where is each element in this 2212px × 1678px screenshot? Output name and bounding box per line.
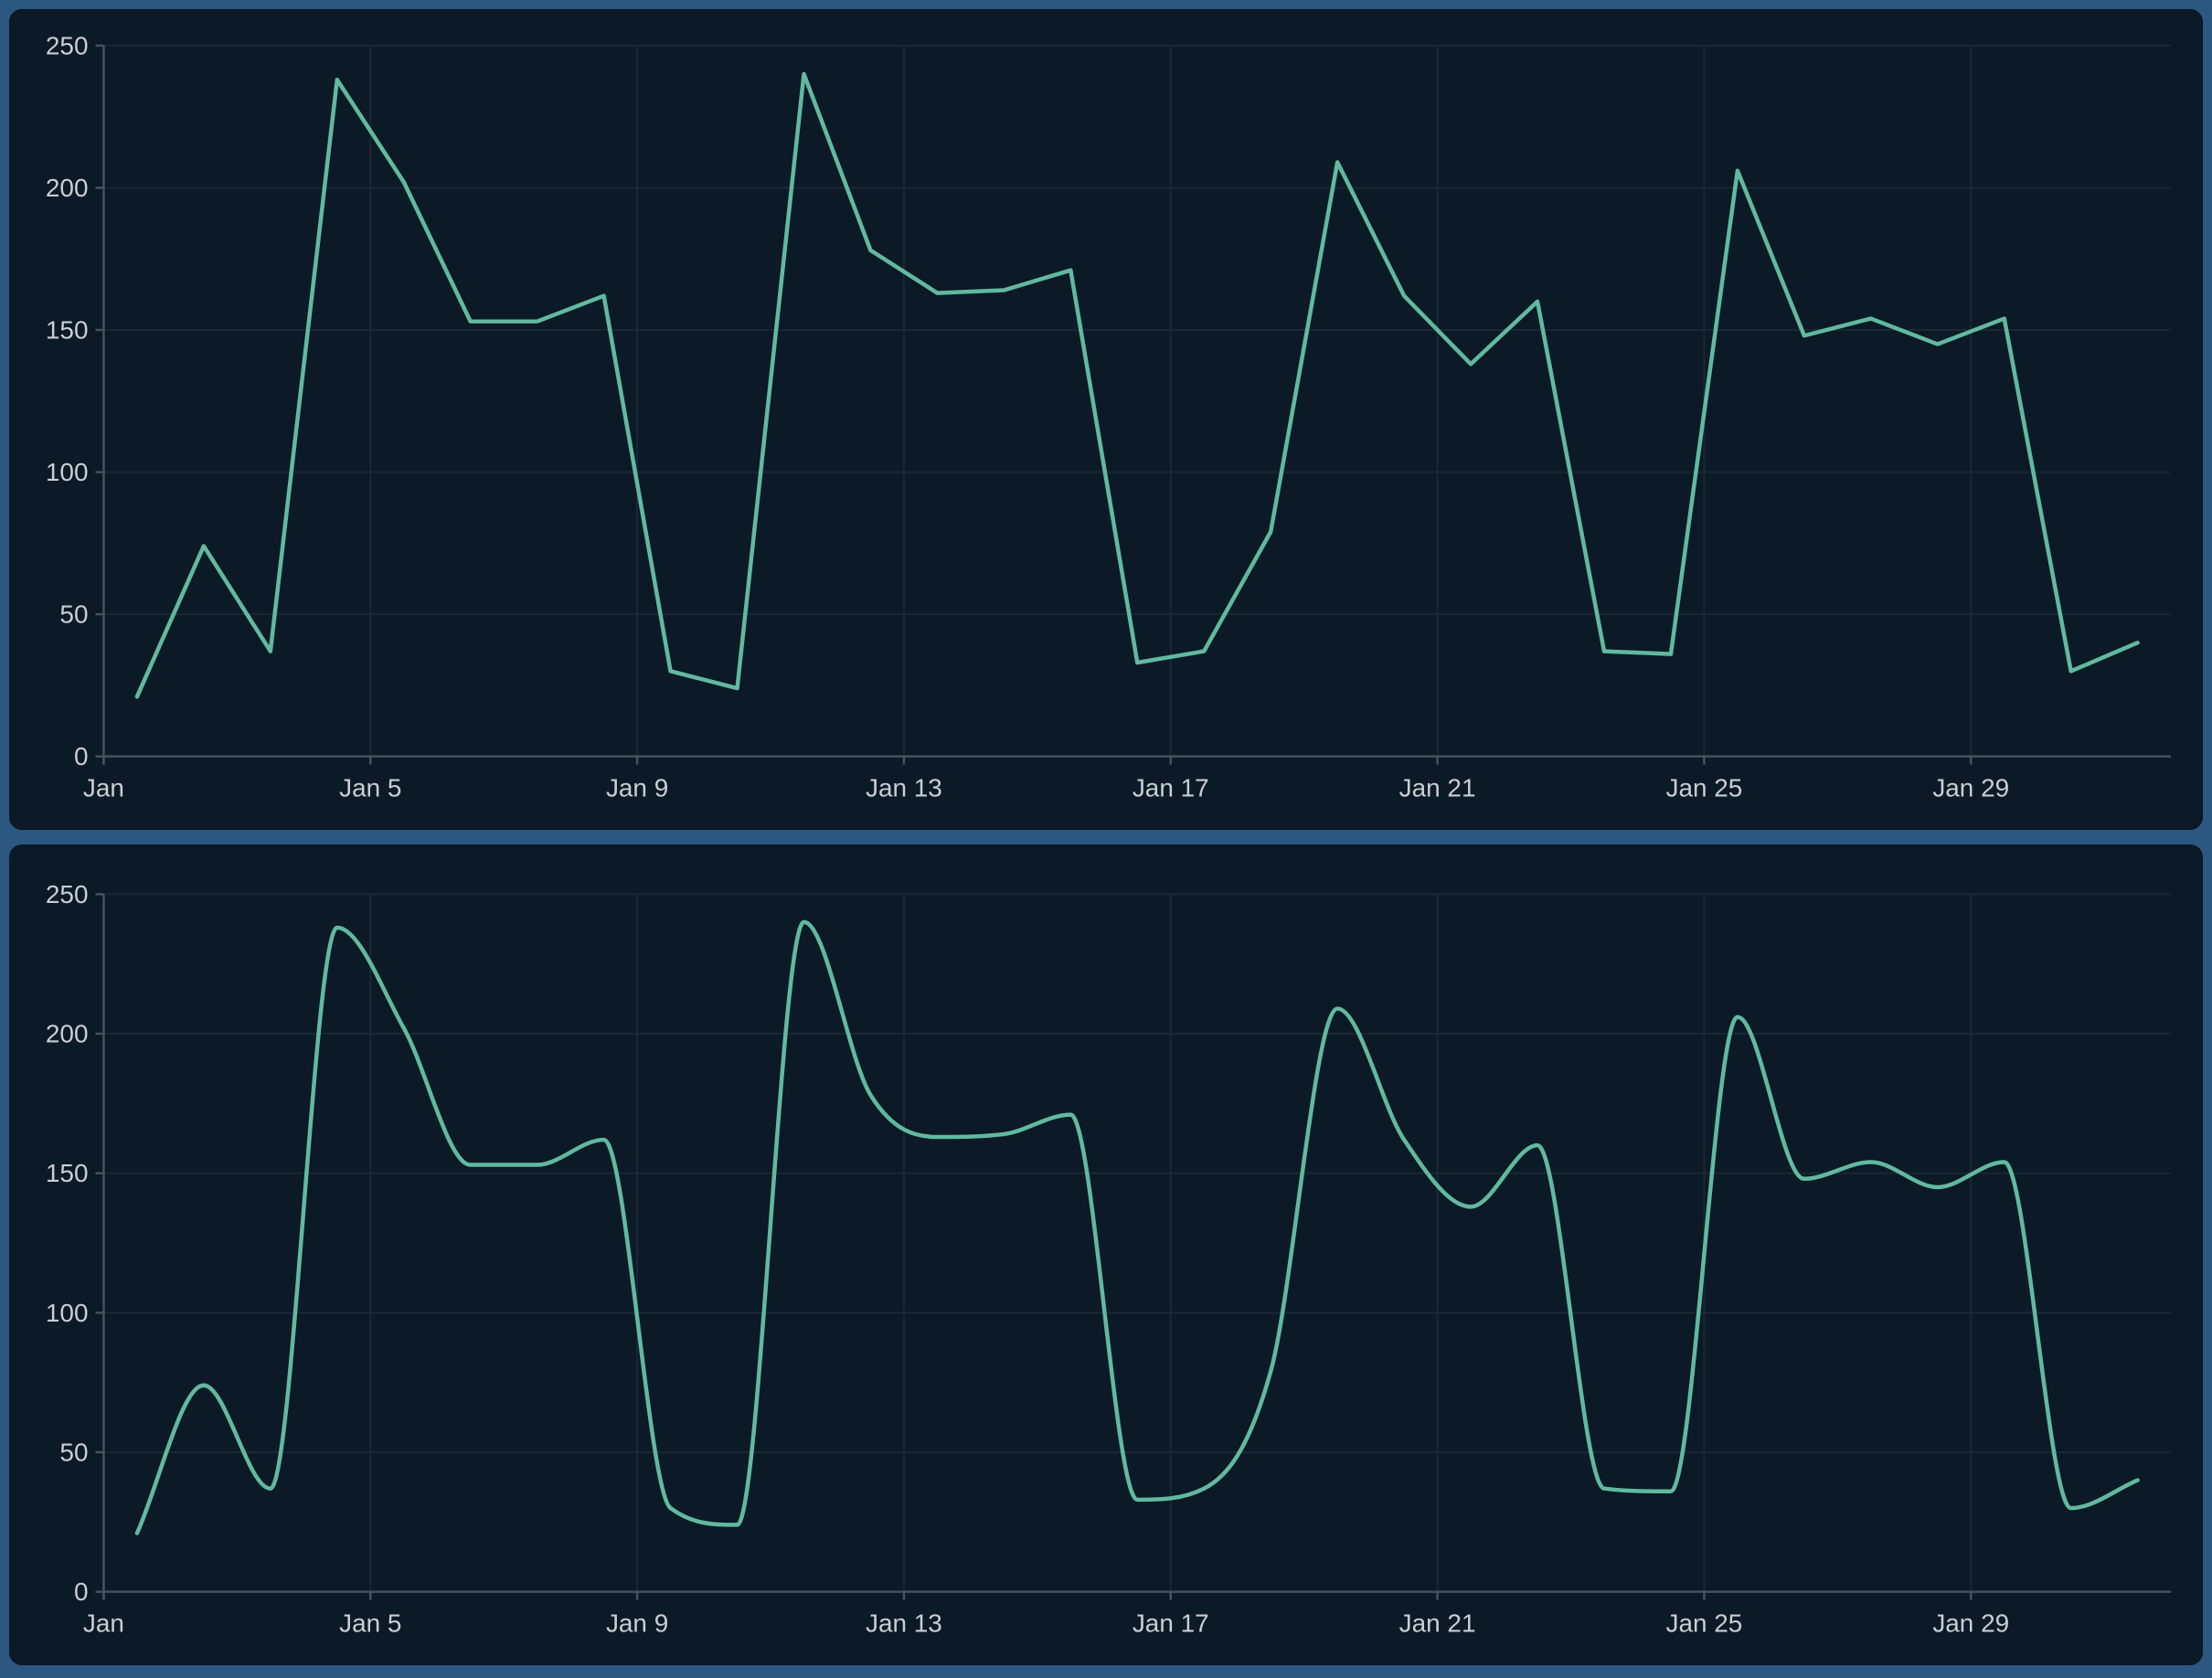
x-tick-label: Jan 13 <box>866 774 942 802</box>
line-chart-smooth: 0 50 100 150 200 250 Jan Jan 5 Jan 9 Jan 13 Jan 17… <box>46 880 2172 1638</box>
y-tick-label: 150 <box>46 316 89 345</box>
y-tick-label: 250 <box>46 31 89 59</box>
x-tick-label: Jan 5 <box>339 774 401 802</box>
x-tick-label: Jan 25 <box>1665 774 1742 802</box>
line-chart-panel-top: 0 50 100 150 200 250 Jan Jan 5 Jan 9 Jan 13 Jan 17… <box>9 9 2203 830</box>
y-tick-label: 200 <box>46 1020 89 1048</box>
x-tick-label: Jan 9 <box>606 1609 668 1638</box>
x-tick-label: Jan 29 <box>1932 1609 2009 1638</box>
x-tick-label: Jan 29 <box>1932 774 2009 802</box>
line-chart-linear: 0 50 100 150 200 250 Jan Jan 5 Jan 9 Jan 13 Jan 17… <box>46 31 2172 802</box>
x-tick-label: Jan <box>83 1609 124 1638</box>
x-tick-label: Jan 5 <box>339 1609 401 1638</box>
x-tick-label: Jan <box>83 774 124 802</box>
y-tick-label: 100 <box>46 458 89 486</box>
y-tick-label: 0 <box>74 1577 89 1606</box>
y-tick-label: 50 <box>59 1439 88 1467</box>
x-tick-label: Jan 17 <box>1133 1609 1209 1638</box>
x-tick-label: Jan 13 <box>866 1609 942 1638</box>
y-tick-label: 100 <box>46 1299 89 1327</box>
x-tick-label: Jan 21 <box>1399 1609 1476 1638</box>
line-chart-panel-bottom: 0 50 100 150 200 250 Jan Jan 5 Jan 9 Jan 13 Jan 17… <box>9 844 2203 1665</box>
y-tick-label: 200 <box>46 174 89 202</box>
series-line <box>134 919 2140 1535</box>
x-tick-label: Jan 17 <box>1133 774 1209 802</box>
series-line <box>134 71 2140 699</box>
y-tick-label: 0 <box>74 742 89 770</box>
y-tick-label: 50 <box>59 600 88 629</box>
y-tick-label: 250 <box>46 880 89 908</box>
x-tick-label: Jan 25 <box>1665 1609 1742 1638</box>
x-tick-label: Jan 21 <box>1399 774 1476 802</box>
x-tick-label: Jan 9 <box>606 774 668 802</box>
y-tick-label: 150 <box>46 1159 89 1187</box>
